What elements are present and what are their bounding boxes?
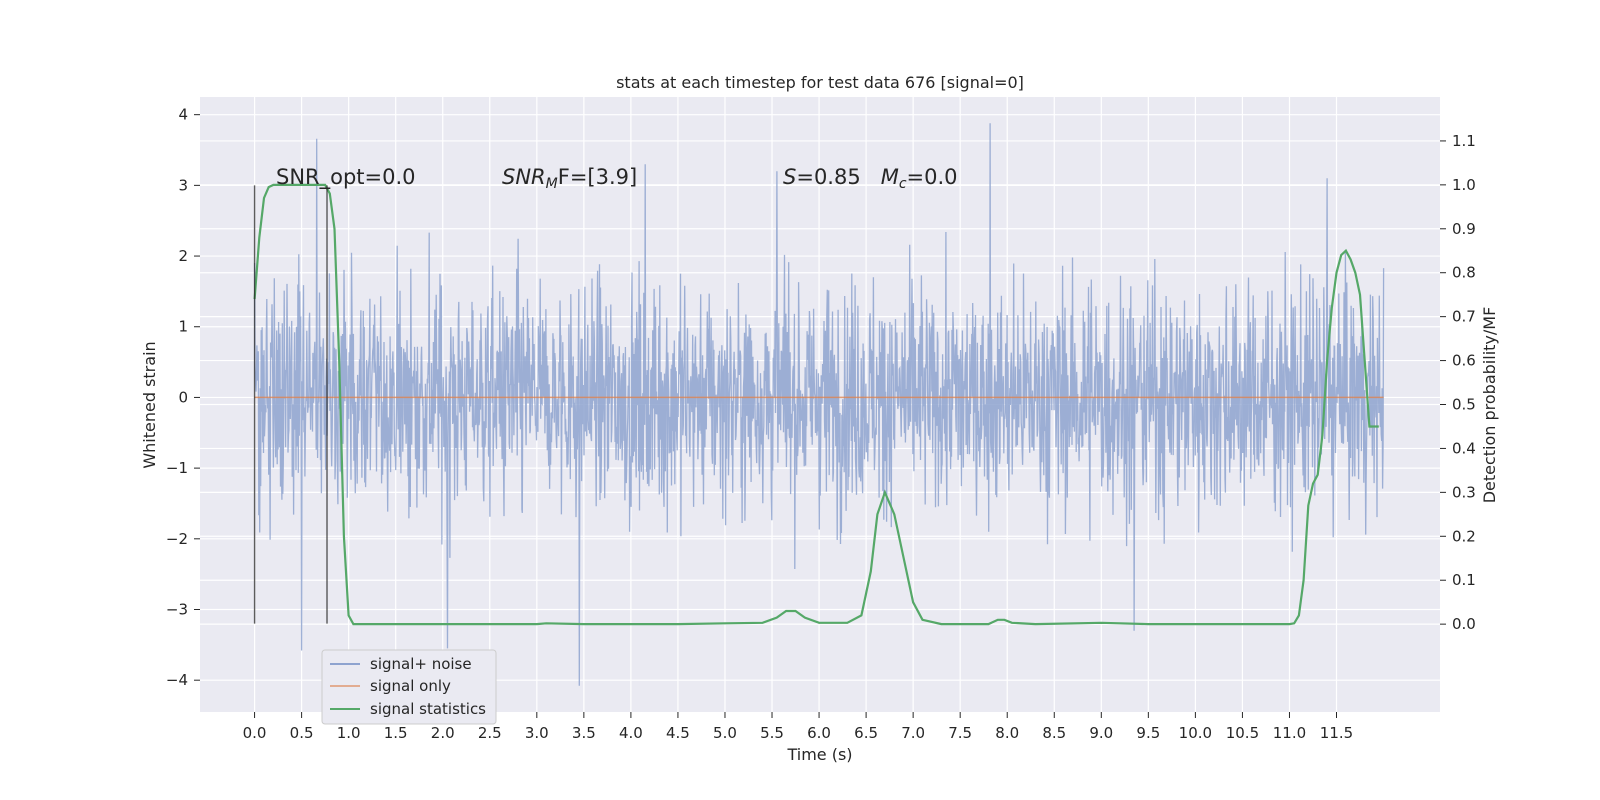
y-tick-label: −3 <box>166 601 188 619</box>
y-tick-label: 1 <box>178 318 188 336</box>
x-tick-label: 5.5 <box>760 724 784 742</box>
series-signal-plus-noise <box>253 123 1385 686</box>
annotation-snr-opt: SNR_opt=0.0 <box>276 165 416 190</box>
y-right-tick-label: 0.1 <box>1452 571 1476 589</box>
y-right-tick-label: 0.4 <box>1452 439 1476 457</box>
x-tick-label: 8.0 <box>995 724 1019 742</box>
y-right-tick-label: 1.1 <box>1452 132 1476 150</box>
y-tick-label: −2 <box>166 530 188 548</box>
annotation-snr-mf-sub: M <box>546 176 558 192</box>
legend-label-signal: signal only <box>370 677 451 695</box>
x-tick-label: 11.0 <box>1273 724 1306 742</box>
y-right-tick-label: 0.2 <box>1452 527 1476 545</box>
legend-label-statistics: signal statistics <box>370 700 486 718</box>
annotation-s-italic: S <box>783 165 796 189</box>
x-tick-label: 4.0 <box>619 724 643 742</box>
annotation-snr-mf: SNRMF=[3.9] <box>502 165 637 192</box>
x-tick-label: 6.0 <box>807 724 831 742</box>
x-tick-label: 0.0 <box>243 724 267 742</box>
series-signal-statistics <box>253 183 1379 626</box>
x-tick-label: 9.0 <box>1089 724 1113 742</box>
x-tick-label: 2.5 <box>478 724 502 742</box>
x-tick-label: 5.0 <box>713 724 737 742</box>
y-right-tick-label: 0.7 <box>1452 308 1476 326</box>
y-tick-label: 2 <box>178 247 188 265</box>
x-tick-label: 3.5 <box>572 724 596 742</box>
y-axis-label: Whitened strain <box>140 341 159 468</box>
y-tick-label: 0 <box>178 388 188 406</box>
x-tick-label: 2.0 <box>431 724 455 742</box>
annotation-stats: S=0.85 Mc=0.0 <box>783 165 958 192</box>
x-tick-label: 3.0 <box>525 724 549 742</box>
annotation-mc-sub: c <box>899 176 907 192</box>
y-right-tick-label: 0.5 <box>1452 396 1476 414</box>
legend: signal+ noise signal only signal statist… <box>321 649 497 725</box>
y-tick-label: −4 <box>166 671 188 689</box>
y-right-tick-label: 0.6 <box>1452 352 1476 370</box>
x-tick-label: 1.5 <box>384 724 408 742</box>
axes: 0.0 0.5 1.0 1.5 2.0 2.5 3.0 3.5 4.0 4.5 5.0 5.5 6.0 6… <box>166 106 1476 742</box>
noise-series <box>253 123 1385 686</box>
x-tick-label: 8.5 <box>1042 724 1066 742</box>
x-tick-label: 7.0 <box>901 724 925 742</box>
x-tick-label: 0.5 <box>290 724 314 742</box>
y-right-tick-label: 0.9 <box>1452 220 1476 238</box>
y-right-axis-label: Detection probability/MF <box>1480 307 1499 504</box>
y-tick-label: −1 <box>166 459 188 477</box>
y-tick-label: 3 <box>178 176 188 194</box>
x-tick-label: 1.0 <box>337 724 361 742</box>
y-right-tick-label: 0.0 <box>1452 615 1476 633</box>
x-tick-label: 4.5 <box>666 724 690 742</box>
chart-title: stats at each timestep for test data 676… <box>616 73 1024 92</box>
legend-box <box>321 649 497 725</box>
x-axis-label: Time (s) <box>786 745 852 764</box>
line-series <box>253 183 1384 626</box>
annotation-s-rest: =0.85 <box>796 165 860 189</box>
x-tick-label: 10.5 <box>1226 724 1259 742</box>
y-right-tick-label: 0.8 <box>1452 264 1476 282</box>
annotation-mc-rest: =0.0 <box>907 165 958 189</box>
annotation-snr-mf-main: SNR <box>502 165 546 189</box>
x-tick-label: 7.5 <box>948 724 972 742</box>
y-right-tick-label: 0.3 <box>1452 483 1476 501</box>
x-tick-label: 10.0 <box>1179 724 1212 742</box>
annotation-snr-mf-rest: F=[3.9] <box>558 165 637 189</box>
y-tick-label: 4 <box>178 106 188 124</box>
vertical-markers <box>253 185 328 624</box>
x-tick-label: 9.5 <box>1136 724 1160 742</box>
y-right-tick-label: 1.0 <box>1452 176 1476 194</box>
annotation-mc-italic: M <box>881 165 899 189</box>
x-tick-label: 6.5 <box>854 724 878 742</box>
x-tick-label: 11.5 <box>1320 724 1353 742</box>
legend-label-noise: signal+ noise <box>370 655 472 673</box>
